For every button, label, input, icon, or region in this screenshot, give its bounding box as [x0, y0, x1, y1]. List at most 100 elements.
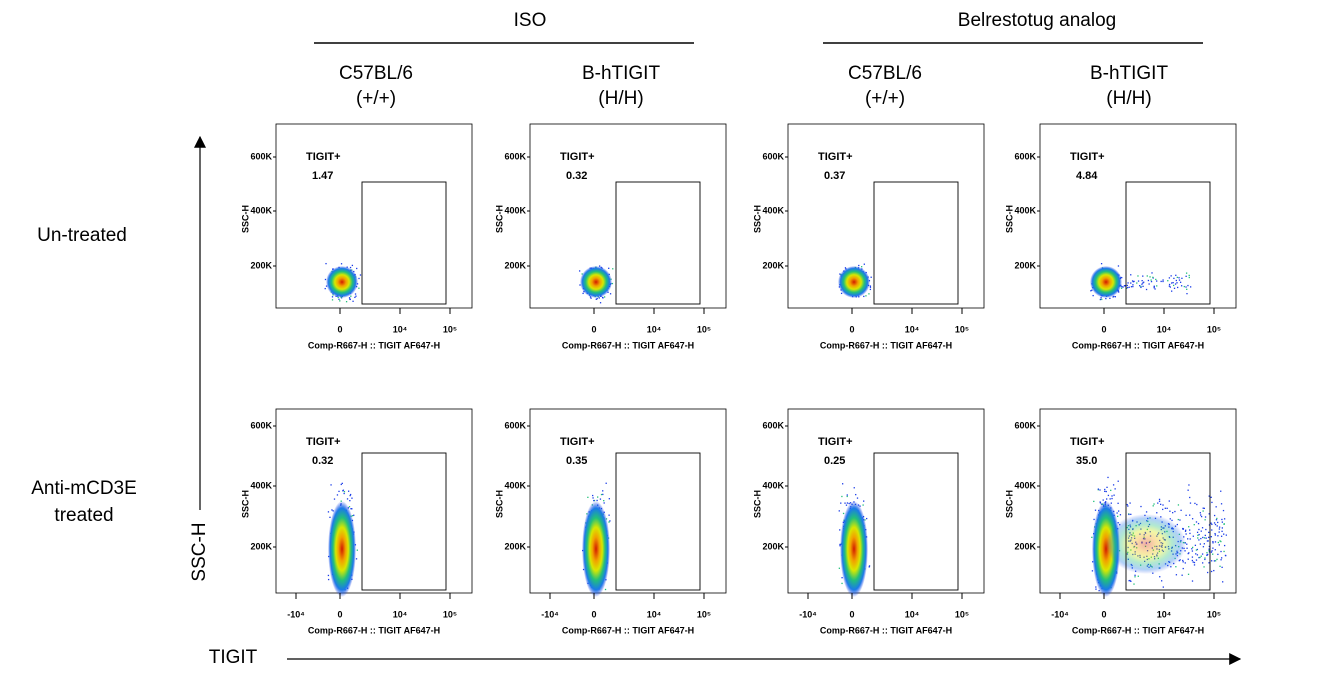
event-dot: [1116, 515, 1119, 518]
event-dot: [343, 491, 346, 493]
event-dot: [349, 499, 351, 502]
event-dot: [1217, 541, 1219, 544]
event-dot: [1172, 284, 1175, 287]
event-dot: [1220, 540, 1222, 543]
event-dot: [1197, 537, 1199, 539]
y-tick-label: 400K: [504, 205, 526, 215]
event-dot: [352, 300, 354, 302]
event-dot: [1217, 521, 1219, 524]
event-dot: [1129, 579, 1131, 582]
event-dot: [1130, 286, 1133, 288]
event-dot: [349, 493, 352, 496]
event-dot: [1195, 549, 1198, 551]
y-tick-label: 600K: [250, 151, 272, 161]
event-dot: [1189, 502, 1192, 504]
y-tick-label: 400K: [1014, 480, 1036, 490]
event-dot: [1204, 558, 1206, 561]
event-dot: [1182, 527, 1184, 530]
event-dot: [1191, 580, 1194, 582]
event-dot: [1162, 508, 1164, 511]
event-dot: [1133, 280, 1135, 283]
y-tick-label: 200K: [1014, 260, 1036, 270]
event-dot: [1220, 557, 1223, 559]
y-tick-label: 400K: [504, 480, 526, 490]
event-dot: [1192, 535, 1194, 537]
event-dot: [1173, 277, 1175, 280]
event-dot: [1121, 285, 1123, 288]
event-dot: [858, 264, 860, 267]
event-dot: [1216, 517, 1218, 520]
event-dot: [1214, 534, 1217, 536]
event-dot: [1188, 274, 1190, 277]
event-dot: [1157, 502, 1159, 504]
column-label: (+/+): [356, 88, 396, 109]
event-dot: [846, 495, 848, 498]
event-dot: [608, 521, 610, 523]
event-dot: [1189, 514, 1191, 516]
event-dot: [1155, 278, 1157, 281]
density-core: [326, 266, 358, 298]
y-axis-label: SSC-H: [240, 490, 250, 518]
event-dot: [1174, 510, 1176, 513]
gate-label: TIGIT+: [818, 151, 853, 163]
event-dot: [595, 298, 597, 300]
event-dot: [1169, 286, 1172, 288]
event-dot: [603, 502, 605, 504]
event-dot: [1211, 560, 1213, 562]
event-dot: [358, 287, 360, 289]
column-label: (+/+): [865, 88, 905, 109]
event-dot: [1091, 536, 1093, 539]
event-dot: [842, 512, 845, 515]
event-dot: [340, 263, 343, 265]
event-dot: [1176, 282, 1178, 284]
event-dot: [1167, 280, 1169, 282]
event-dot: [868, 293, 870, 295]
event-dot: [1217, 553, 1219, 556]
event-dot: [1151, 272, 1153, 274]
event-dot: [1110, 489, 1112, 492]
event-dot: [1187, 489, 1189, 491]
event-dot: [592, 497, 594, 499]
y-tick-label: 600K: [504, 151, 526, 161]
event-dot: [348, 297, 351, 299]
event-dot: [1210, 536, 1213, 538]
y-tick-label: 600K: [250, 420, 272, 430]
event-dot: [1210, 496, 1212, 498]
event-dot: [1199, 556, 1201, 559]
event-dot: [1225, 534, 1227, 536]
event-dot: [1127, 505, 1129, 507]
event-dot: [1177, 518, 1179, 521]
event-dot: [1207, 536, 1210, 539]
event-dot: [1218, 526, 1221, 528]
event-dot: [1171, 519, 1173, 522]
x-tick-label: -10⁴: [541, 609, 558, 619]
event-dot: [861, 266, 863, 268]
event-dot: [869, 288, 872, 291]
event-dot: [1156, 280, 1158, 282]
gate-value: 4.84: [1076, 170, 1098, 182]
event-dot: [593, 499, 595, 502]
y-axis-label: SSC-H: [240, 205, 250, 233]
event-dot: [1208, 524, 1211, 526]
x-axis-label: Comp-R667-H :: TIGIT AF647-H: [308, 625, 440, 635]
event-dot: [578, 270, 581, 272]
event-dot: [1198, 539, 1200, 541]
event-dot: [1198, 533, 1200, 536]
event-dot: [1223, 518, 1226, 520]
event-dot: [1204, 557, 1206, 559]
event-dot: [327, 578, 330, 581]
event-dot: [1208, 562, 1210, 564]
event-dot: [1153, 286, 1155, 288]
x-tick-label: 0: [337, 609, 342, 619]
event-dot: [359, 274, 362, 276]
y-tick-label: 200K: [504, 260, 526, 270]
group-label: Belrestotug analog: [958, 10, 1116, 31]
event-dot: [1201, 527, 1204, 529]
event-dot: [1187, 538, 1189, 540]
event-dot: [331, 509, 333, 511]
event-dot: [356, 267, 358, 270]
event-dot: [1169, 518, 1171, 520]
event-dot: [1216, 558, 1218, 561]
event-dot: [1177, 286, 1179, 289]
